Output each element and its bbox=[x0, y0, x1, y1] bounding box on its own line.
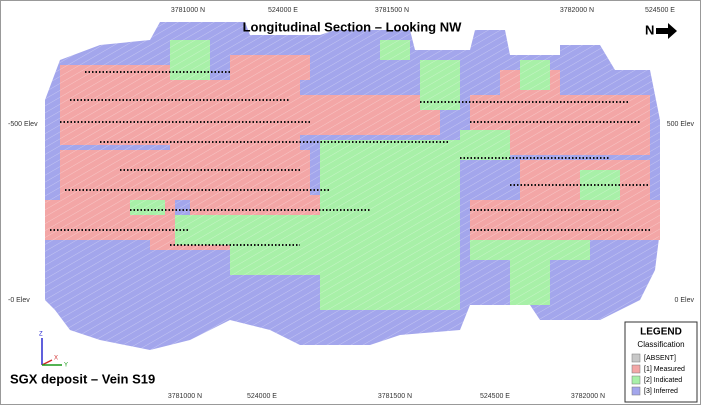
legend-label: [1] Measured bbox=[644, 366, 685, 373]
drill-intercepts bbox=[50, 71, 650, 246]
legend-title: LEGEND bbox=[640, 327, 682, 338]
title: Longitudinal Section – Looking NW bbox=[243, 19, 463, 34]
axis-icon: Z X Y bbox=[39, 332, 68, 369]
legend-swatch bbox=[631, 375, 641, 385]
top-coordinate: 524000 E bbox=[268, 7, 298, 14]
block-model bbox=[45, 22, 660, 350]
legend-label: [ABSENT] bbox=[644, 355, 676, 362]
labels: 3781000 N 524000 E 3781500 N 3782000 N 52450… bbox=[8, 7, 694, 400]
top-coordinate: 3781500 N bbox=[375, 7, 409, 14]
block-texture bbox=[45, 22, 660, 350]
right-elevation: 500 Elev bbox=[667, 121, 695, 128]
top-coordinate: 3782000 N bbox=[560, 7, 594, 14]
bottom-coordinate: 3781000 N bbox=[168, 393, 202, 400]
axis-z: Z bbox=[39, 332, 43, 338]
north-label: N bbox=[645, 22, 654, 37]
legend-swatch bbox=[631, 364, 641, 374]
bottom-coordinate: 524000 E bbox=[247, 393, 277, 400]
deposit-label: SGX deposit – Vein S19 bbox=[10, 371, 155, 386]
bottom-coordinate: 3781500 N bbox=[378, 393, 412, 400]
axis-y: Y bbox=[64, 363, 68, 369]
legend-swatch bbox=[631, 353, 641, 363]
right-elevation: 0 Elev bbox=[675, 297, 695, 304]
left-elevation: -500 Elev bbox=[8, 121, 38, 128]
legend-subtitle: Classification bbox=[637, 340, 684, 349]
top-coordinate: 3781000 N bbox=[171, 7, 205, 14]
left-elevation: -0 Elev bbox=[8, 297, 30, 304]
bottom-coordinate: 3782000 N bbox=[571, 393, 605, 400]
bottom-coordinate: 524500 E bbox=[480, 393, 510, 400]
legend: LEGEND Classification [ABSENT] [1] Measur… bbox=[624, 321, 698, 403]
legend-label: [3] Inferred bbox=[644, 388, 678, 395]
legend-items: [ABSENT] [1] Measured [2] Indicated [3] Inf… bbox=[631, 353, 685, 396]
legend-swatch bbox=[631, 386, 641, 396]
top-coordinate: 524500 E bbox=[645, 7, 675, 14]
axis-x: X bbox=[54, 356, 58, 362]
legend-label: [2] Indicated bbox=[644, 377, 682, 384]
north-arrow: N bbox=[645, 22, 677, 39]
